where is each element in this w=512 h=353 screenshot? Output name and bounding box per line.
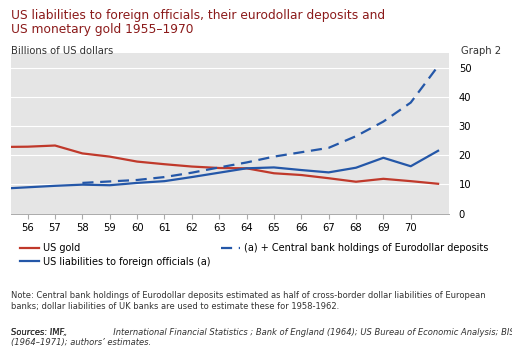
- Text: US liabilities to foreign officials, their eurodollar deposits and: US liabilities to foreign officials, the…: [11, 9, 386, 22]
- Text: Note: Central bank holdings of Eurodollar deposits estimated as half of cross-bo: Note: Central bank holdings of Eurodolla…: [11, 291, 486, 311]
- Legend: US gold, US liabilities to foreign officials (a), (a) + Central bank holdings of: US gold, US liabilities to foreign offic…: [16, 239, 492, 270]
- Text: Graph 2: Graph 2: [461, 46, 501, 56]
- Text: US monetary gold 1955–1970: US monetary gold 1955–1970: [11, 23, 194, 36]
- Text: Sources: IMF,                  International Financial Statistics ; Bank of Engl: Sources: IMF, International Financial St…: [11, 328, 512, 347]
- Text: Billions of US dollars: Billions of US dollars: [11, 46, 114, 56]
- Text: Sources: IMF,: Sources: IMF,: [11, 328, 70, 336]
